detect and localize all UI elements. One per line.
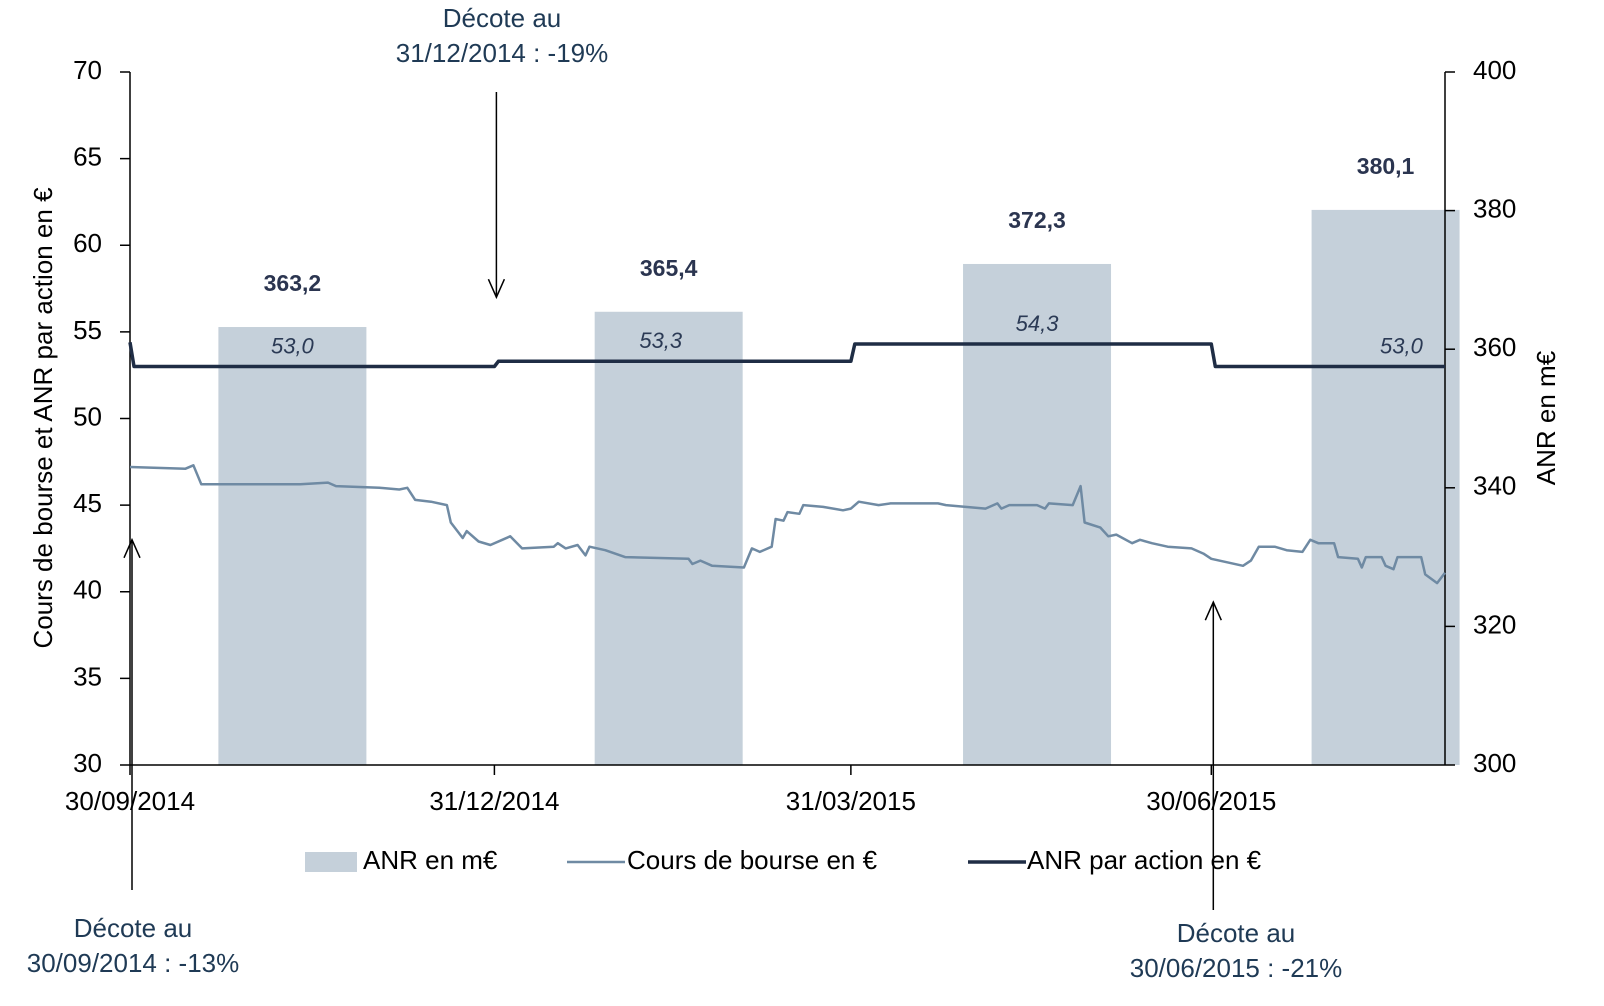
line — [129, 464, 1446, 585]
x-tick-label: 30/06/2015 — [1146, 786, 1276, 816]
legend-label: ANR par action en € — [1027, 845, 1262, 875]
annotation-arrowhead — [487, 278, 506, 300]
y-tick-label: 50 — [73, 401, 102, 431]
y-tick-label: 65 — [73, 142, 102, 172]
y-axis-label: Cours de bourse et ANR par action en € — [28, 187, 58, 649]
bar — [594, 311, 743, 765]
bar — [963, 263, 1112, 765]
y2-tick-label: 300 — [1473, 748, 1516, 778]
annotation-text: Décote au — [443, 3, 562, 33]
annotation-text: Décote au — [74, 913, 193, 943]
line-value-label: 54,3 — [1016, 311, 1060, 336]
annotation-arrowhead — [1204, 600, 1222, 621]
bar — [218, 327, 367, 765]
y-tick-label: 60 — [73, 228, 102, 258]
bar-value-label: 365,4 — [640, 255, 698, 281]
annotation-text: 30/09/2014 : -13% — [27, 948, 240, 978]
bar — [1311, 209, 1460, 766]
annotation-arrowhead — [123, 537, 141, 559]
legend-label: ANR en m€ — [363, 845, 498, 875]
legend-swatch — [305, 852, 357, 872]
y2-tick-label: 320 — [1473, 609, 1516, 639]
bar-value-label: 372,3 — [1008, 207, 1066, 233]
x-tick-label: 31/12/2014 — [429, 786, 559, 816]
y2-tick-label: 360 — [1473, 332, 1516, 362]
annotation-text: 31/12/2014 : -19% — [396, 38, 609, 68]
y-tick-label: 55 — [73, 315, 102, 345]
y-tick-label: 70 — [73, 55, 102, 85]
line — [128, 342, 1445, 369]
y-tick-label: 35 — [73, 661, 102, 691]
x-tick-label: 30/09/2014 — [65, 786, 195, 816]
y2-axis-label: ANR en m€ — [1531, 350, 1561, 485]
y2-tick-label: 380 — [1473, 193, 1516, 223]
bar-value-label: 363,2 — [264, 270, 322, 296]
annotation-text: 30/06/2015 : -21% — [1130, 953, 1343, 983]
y-tick-label: 45 — [73, 488, 102, 518]
y2-tick-label: 400 — [1473, 55, 1516, 85]
x-tick-label: 31/03/2015 — [786, 786, 916, 816]
line-value-label: 53,0 — [271, 333, 315, 358]
y-tick-label: 30 — [73, 748, 102, 778]
y-tick-label: 40 — [73, 575, 102, 605]
y2-tick-label: 340 — [1473, 471, 1516, 501]
annotation-text: Décote au — [1177, 918, 1296, 948]
line-value-label: 53,0 — [1380, 333, 1424, 358]
line-value-label: 53,3 — [639, 328, 683, 353]
bar-value-label: 380,1 — [1357, 153, 1415, 179]
legend-label: Cours de bourse en € — [627, 845, 878, 875]
